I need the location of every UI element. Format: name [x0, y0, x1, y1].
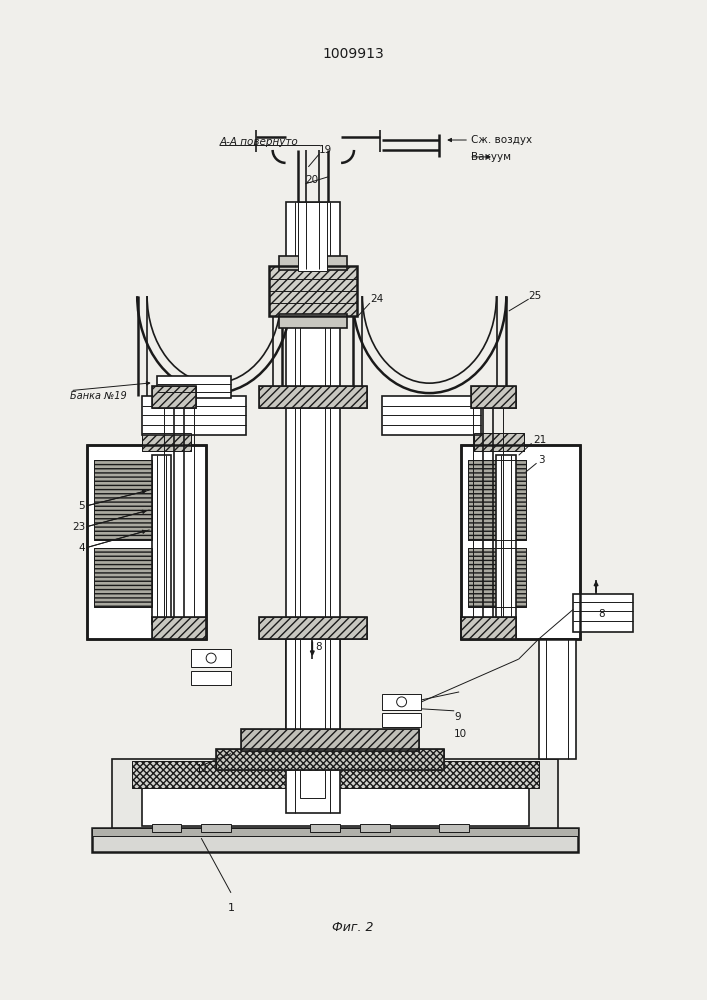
Bar — [241, 729, 419, 751]
Bar — [461, 445, 580, 639]
Text: 1009913: 1009913 — [322, 47, 384, 61]
Bar — [151, 617, 206, 639]
Text: 25: 25 — [529, 291, 542, 301]
Text: Фиг. 2: Фиг. 2 — [332, 921, 374, 934]
Bar — [94, 548, 151, 607]
Bar — [201, 824, 231, 832]
Bar — [132, 761, 539, 788]
Bar — [496, 455, 515, 624]
Bar — [461, 617, 515, 639]
Bar — [216, 749, 444, 770]
Bar — [87, 445, 206, 639]
Text: 10: 10 — [454, 729, 467, 739]
Bar — [471, 386, 515, 408]
Bar — [474, 433, 524, 451]
Bar — [298, 202, 327, 271]
Bar — [151, 617, 206, 639]
Bar — [286, 639, 340, 769]
Bar — [474, 433, 524, 451]
Text: 8: 8 — [315, 642, 322, 652]
Bar — [360, 824, 390, 832]
Text: 3: 3 — [539, 455, 545, 465]
Text: 20: 20 — [305, 175, 319, 185]
Text: А-А повернуто: А-А повернуто — [219, 137, 298, 147]
Text: 1: 1 — [228, 903, 235, 913]
Bar — [259, 617, 367, 639]
Bar — [468, 460, 525, 540]
Bar — [286, 202, 340, 813]
Bar — [279, 256, 347, 270]
Bar — [259, 386, 367, 408]
Bar — [132, 761, 539, 788]
Bar — [310, 824, 340, 832]
Bar — [539, 639, 576, 759]
Bar — [92, 828, 578, 836]
Bar — [573, 594, 633, 632]
Text: 24: 24 — [370, 294, 383, 304]
Bar — [192, 671, 231, 685]
Bar — [461, 445, 580, 639]
Bar — [94, 460, 151, 540]
Bar — [269, 266, 357, 316]
Bar — [468, 460, 525, 540]
Bar — [382, 713, 421, 727]
Bar — [439, 824, 469, 832]
Text: 23: 23 — [72, 522, 85, 532]
Bar — [216, 749, 444, 770]
Circle shape — [397, 697, 407, 707]
Text: 9: 9 — [454, 712, 461, 722]
Bar — [468, 548, 525, 607]
Text: Сж. воздух: Сж. воздух — [471, 135, 532, 145]
Text: 21: 21 — [534, 435, 547, 445]
Bar — [151, 455, 171, 624]
Text: 5: 5 — [78, 501, 85, 511]
Bar — [269, 266, 357, 316]
Bar — [151, 386, 197, 408]
Text: 8: 8 — [598, 609, 604, 619]
Bar — [141, 788, 529, 826]
Bar — [471, 386, 515, 408]
Text: Банка №19: Банка №19 — [70, 391, 127, 401]
Text: 19: 19 — [320, 145, 332, 155]
Bar — [300, 301, 325, 798]
Bar — [259, 386, 367, 408]
Bar — [382, 396, 481, 435]
Bar — [279, 314, 347, 328]
Bar — [156, 376, 231, 398]
Bar — [461, 617, 515, 639]
Bar — [259, 617, 367, 639]
Text: Вакуум: Вакуум — [471, 152, 511, 162]
Bar — [192, 649, 231, 667]
Circle shape — [206, 653, 216, 663]
Bar — [151, 386, 197, 408]
Bar — [112, 759, 559, 828]
Text: 4: 4 — [78, 543, 85, 553]
Bar — [151, 824, 182, 832]
Bar — [94, 460, 151, 540]
Bar — [241, 729, 419, 751]
Bar — [141, 433, 192, 451]
Bar — [94, 548, 151, 607]
Bar — [468, 548, 525, 607]
Bar — [92, 828, 578, 852]
Bar — [382, 694, 421, 710]
Bar — [87, 445, 206, 639]
Text: 11: 11 — [197, 764, 209, 774]
Bar — [141, 396, 246, 435]
Bar — [141, 433, 192, 451]
